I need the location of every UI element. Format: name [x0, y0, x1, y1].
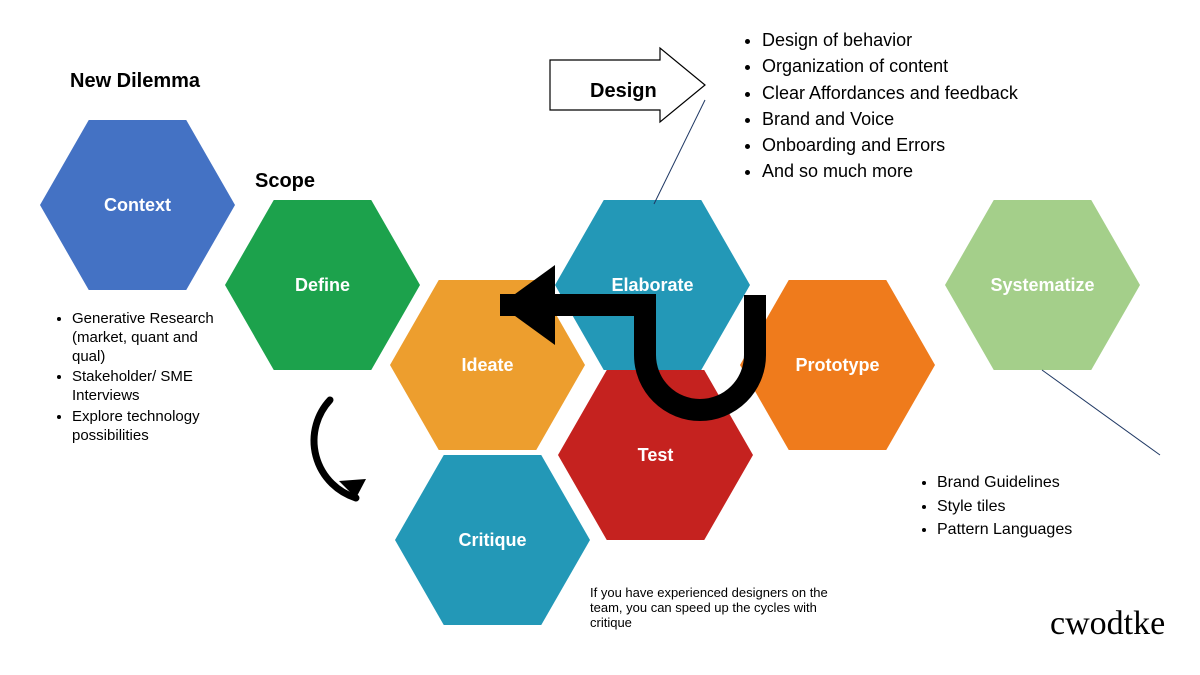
hex-prototype-label: Prototype	[787, 355, 887, 376]
label-scope: Scope	[255, 170, 315, 193]
label-design: Design	[590, 80, 657, 103]
bullet-item: And so much more	[762, 159, 1180, 183]
hex-elaborate-label: Elaborate	[603, 275, 701, 296]
hex-ideate: Ideate	[390, 280, 585, 450]
bullets-systematize: Brand GuidelinesStyle tilesPattern Langu…	[915, 472, 1175, 543]
bullet-item: Generative Research (market, quant and q…	[72, 310, 220, 366]
hex-context: Context	[40, 120, 235, 290]
note-critique: If you have experienced designers on the…	[590, 585, 850, 630]
hex-elaborate: Elaborate	[555, 200, 750, 370]
small-curve-arrow-head	[339, 479, 366, 498]
hex-systematize-label: Systematize	[982, 275, 1102, 296]
bullet-item: Onboarding and Errors	[762, 133, 1180, 157]
bullet-item: Style tiles	[937, 496, 1175, 518]
connector-systematize	[1042, 370, 1160, 455]
bullets-define: Generative Research (market, quant and q…	[50, 310, 220, 447]
bullet-item: Organization of content	[762, 54, 1180, 78]
hex-critique-label: Critique	[450, 530, 534, 551]
author-signature: cwodtke	[1050, 605, 1165, 643]
hex-critique: Critique	[395, 455, 590, 625]
hex-define: Define	[225, 200, 420, 370]
hex-systematize: Systematize	[945, 200, 1140, 370]
small-curve-arrow-body	[314, 400, 356, 498]
bullet-item: Brand and Voice	[762, 107, 1180, 131]
label-new-dilemma: New Dilemma	[70, 70, 200, 93]
hex-test-label: Test	[630, 445, 682, 466]
bullet-item: Design of behavior	[762, 28, 1180, 52]
bullet-item: Explore technology possibilities	[72, 408, 220, 446]
bullets-design: Design of behaviorOrganization of conten…	[740, 28, 1180, 186]
hex-context-label: Context	[96, 195, 179, 216]
hex-prototype: Prototype	[740, 280, 935, 450]
connector-elaborate	[654, 100, 705, 204]
bullet-item: Pattern Languages	[937, 519, 1175, 541]
hex-test: Test	[558, 370, 753, 540]
bullet-item: Clear Affordances and feedback	[762, 81, 1180, 105]
hex-ideate-label: Ideate	[453, 355, 521, 376]
bullet-item: Brand Guidelines	[937, 472, 1175, 494]
bullet-item: Stakeholder/ SME Interviews	[72, 368, 220, 406]
hex-define-label: Define	[287, 275, 358, 296]
diagram-canvas: Context Define Ideate Elaborate Test Pro…	[0, 0, 1200, 675]
